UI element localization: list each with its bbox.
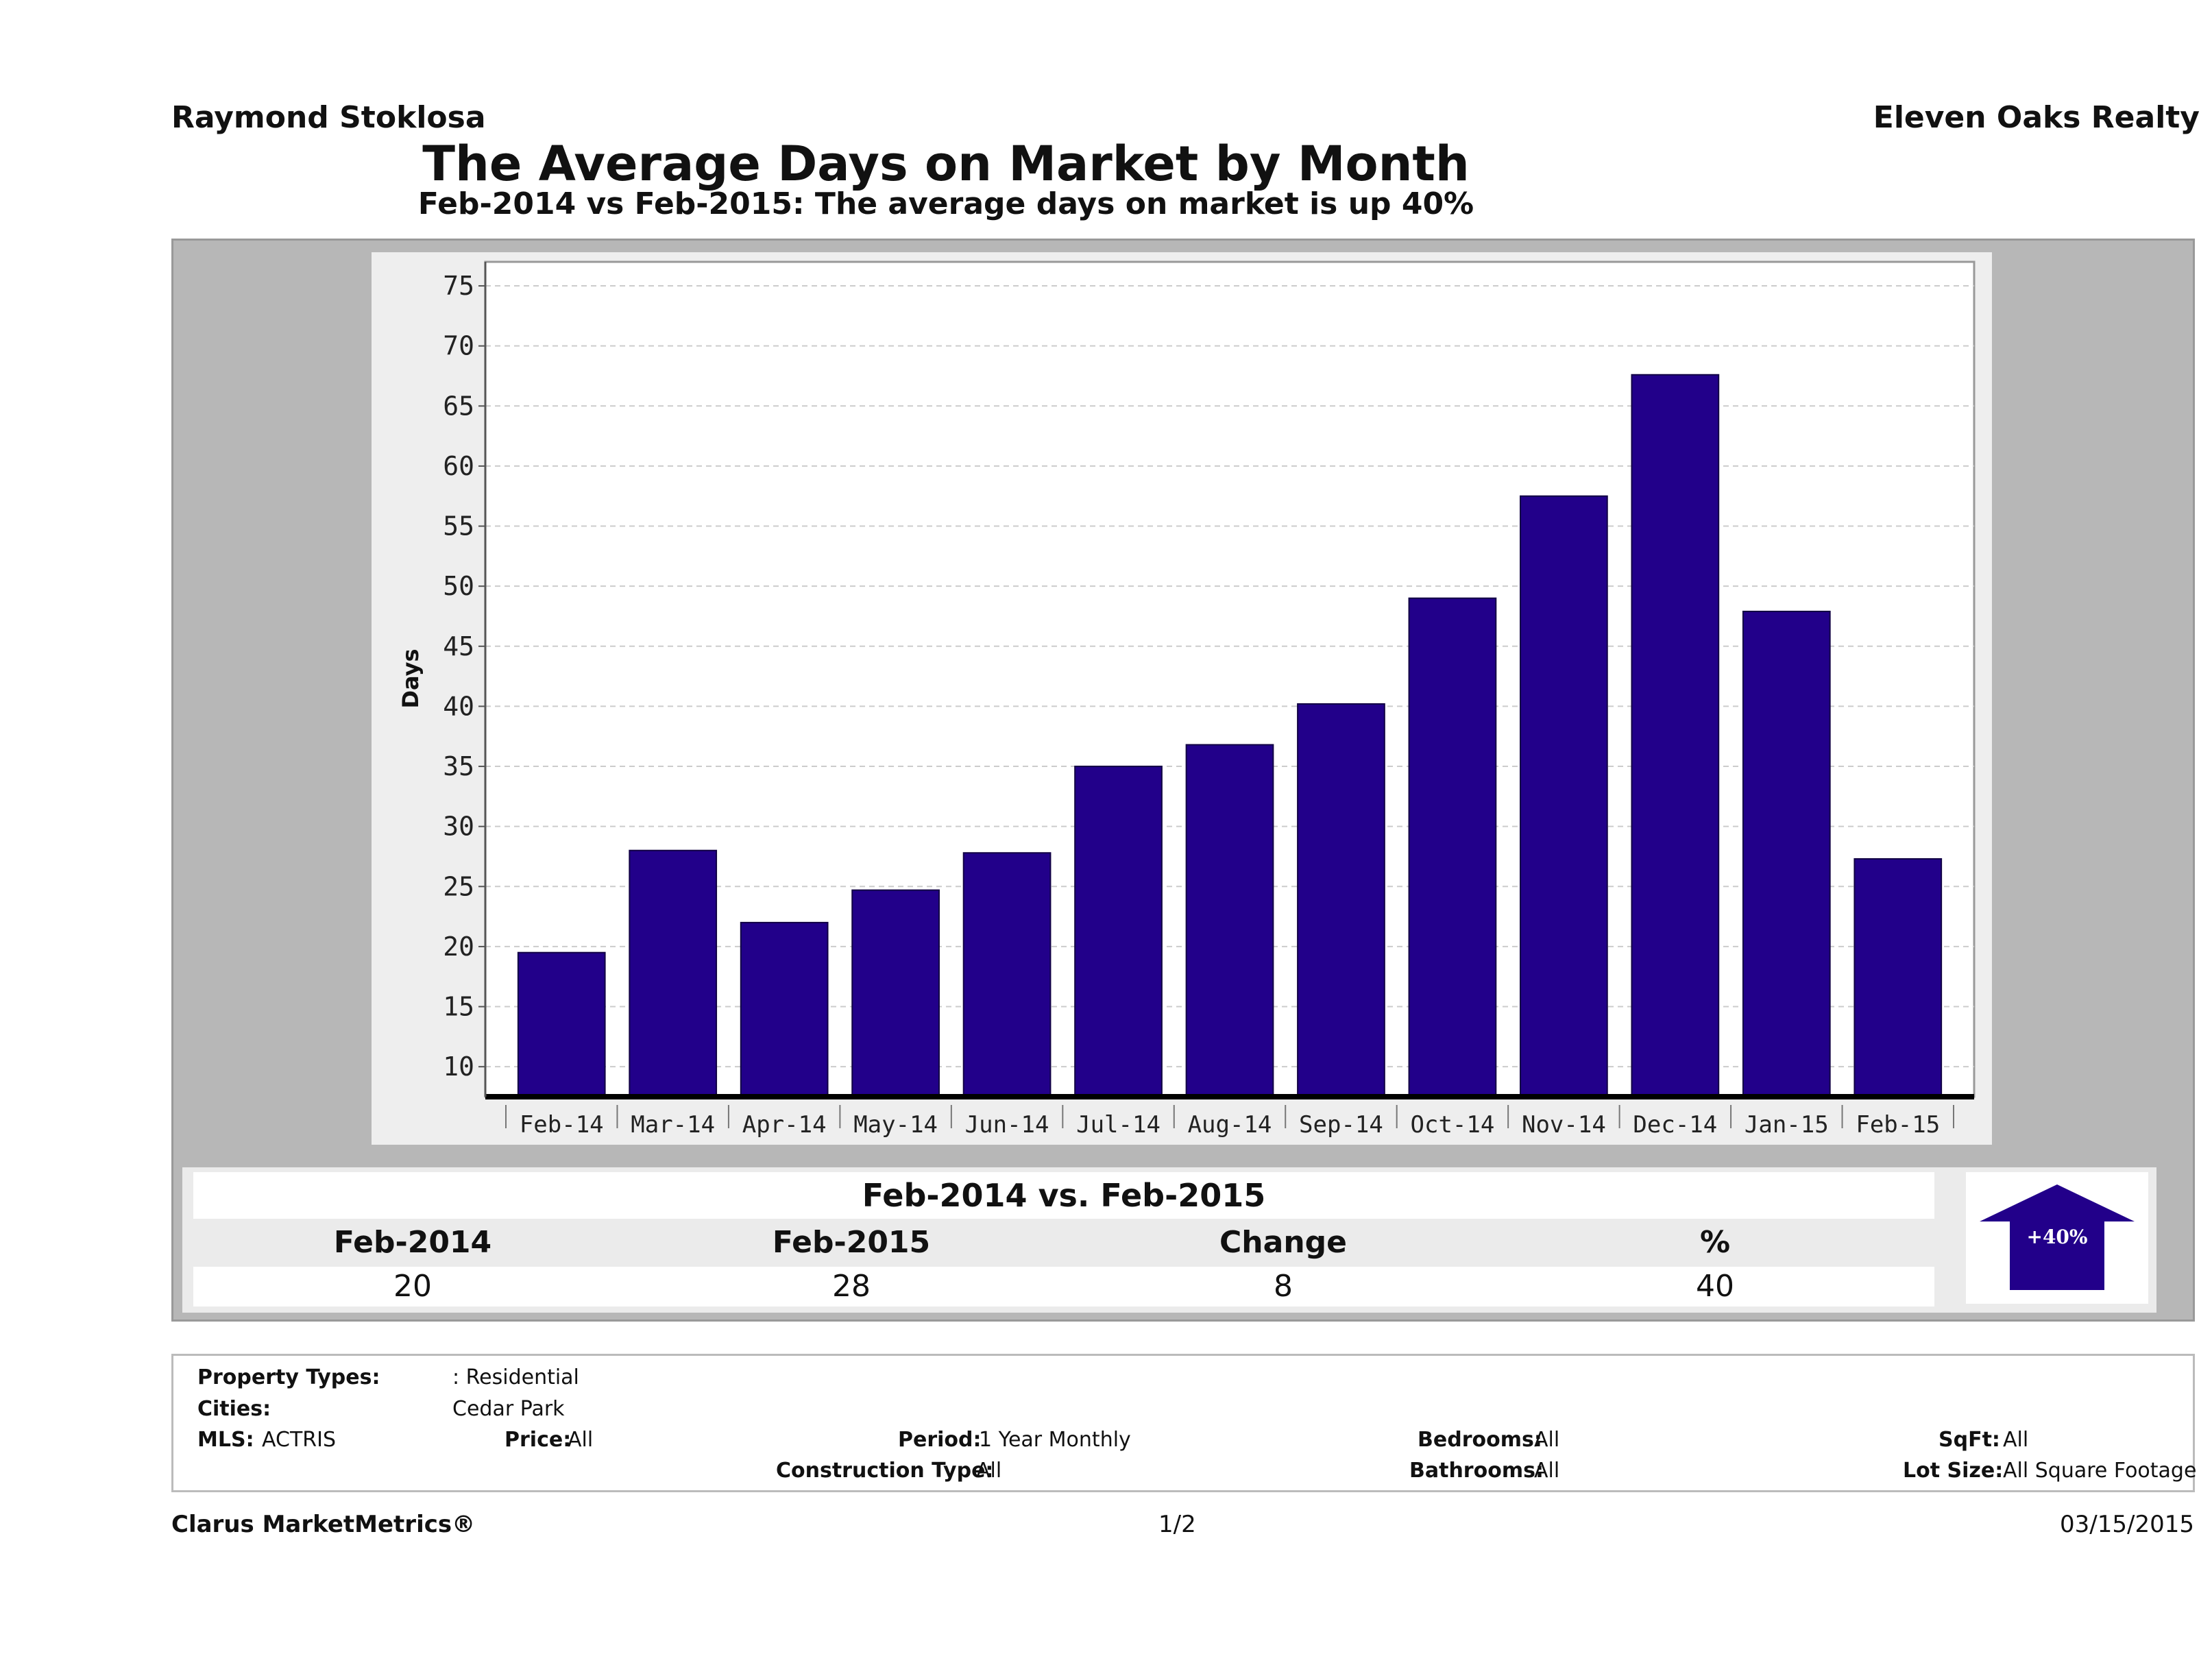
summary-header-percent: % <box>1699 1225 1731 1260</box>
bar-nov-14 <box>1520 495 1608 1097</box>
cities-label: Cities: <box>197 1397 271 1421</box>
y-tick-label: 45 <box>443 631 474 661</box>
summary-values-row <box>193 1267 1934 1306</box>
bar-feb-15 <box>1854 858 1943 1098</box>
x-tick-label: Nov-14 <box>1522 1111 1606 1139</box>
y-tick-label: 60 <box>443 451 474 481</box>
change-badge: +40% <box>1966 1172 2148 1304</box>
bar-jun-14 <box>962 852 1052 1098</box>
summary-value-percent: 40 <box>1696 1269 1734 1304</box>
lot-size-label: Lot Size: <box>1903 1459 2004 1483</box>
criteria-box <box>171 1354 2195 1492</box>
y-tick-label: 70 <box>443 331 474 361</box>
construction-type-label: Construction Type: <box>776 1459 994 1483</box>
page-subtitle: Feb-2014 vs Feb-2015: The average days o… <box>417 186 1474 221</box>
x-tick-label: Mar-14 <box>631 1111 715 1139</box>
price-label: Price: <box>505 1428 572 1452</box>
page-title: The Average Days on Market by Month <box>422 136 1470 192</box>
up-arrow-icon: +40% <box>1980 1184 2135 1290</box>
bar-jan-15 <box>1742 610 1831 1097</box>
bar-aug-14 <box>1185 744 1274 1097</box>
y-tick-label: 25 <box>443 871 474 901</box>
bathrooms-label: Bathrooms: <box>1409 1459 1544 1483</box>
bar-oct-14 <box>1408 597 1497 1097</box>
mls-label: MLS: <box>197 1428 254 1452</box>
summary-header-change: Change <box>1219 1225 1347 1260</box>
summary-title: Feb-2014 vs. Feb-2015 <box>193 1172 1934 1219</box>
x-tick-label: Jun-14 <box>965 1111 1049 1139</box>
property-types-label: Property Types: <box>197 1365 380 1389</box>
x-tick-label: Jan-15 <box>1745 1111 1829 1139</box>
y-tick-label: 15 <box>443 992 474 1022</box>
y-tick-label: 75 <box>443 271 474 301</box>
page-number: 1/2 <box>1158 1511 1196 1538</box>
construction-type-value: All <box>976 1459 1002 1483</box>
bedrooms-label: Bedrooms: <box>1418 1428 1542 1452</box>
lot-size-value: All Square Footage <box>2003 1459 2197 1483</box>
y-tick-label: 20 <box>443 932 474 962</box>
y-tick-label: 55 <box>443 511 474 542</box>
x-tick-label: Apr-14 <box>742 1111 827 1139</box>
summary-header-feb-2015: Feb-2015 <box>772 1225 931 1260</box>
cities-value: Cedar Park <box>452 1397 565 1421</box>
sqft-value: All <box>2003 1428 2029 1452</box>
summary-value-feb-2015: 28 <box>832 1269 871 1304</box>
y-tick-label: 40 <box>443 691 474 721</box>
agent-name: Raymond Stoklosa <box>171 100 486 135</box>
bar-jul-14 <box>1074 766 1163 1097</box>
brokerage-name: Eleven Oaks Realty <box>1873 100 2200 135</box>
summary-header-feb-2014: Feb-2014 <box>333 1225 492 1260</box>
bedrooms-value: All <box>1534 1428 1560 1452</box>
bar-mar-14 <box>629 849 718 1097</box>
x-tick-label: Sep-14 <box>1299 1111 1383 1139</box>
summary-value-change: 8 <box>1274 1269 1293 1304</box>
bar-chart: 10 15 20 25 30 35 40 45 50 55 60 65 70 75 Feb-14 Mar-14… <box>398 260 1976 1139</box>
bar-dec-14 <box>1631 374 1720 1097</box>
x-tick-label: Feb-15 <box>1856 1111 1940 1139</box>
bar-sep-14 <box>1297 703 1385 1097</box>
property-types-value: : Residential <box>452 1365 579 1389</box>
y-tick-label: 10 <box>443 1051 474 1082</box>
sqft-label: SqFt: <box>1938 1428 2000 1452</box>
x-tick-label: Feb-14 <box>520 1111 604 1139</box>
y-tick-label: 35 <box>443 751 474 781</box>
period-label: Period: <box>898 1428 982 1452</box>
bar-feb-14 <box>517 951 606 1098</box>
x-tick-label: Aug-14 <box>1188 1111 1272 1139</box>
mls-value: ACTRIS <box>262 1428 337 1452</box>
y-tick-label: 65 <box>443 391 474 421</box>
y-axis-label: Days <box>398 648 424 708</box>
change-badge-label: +40% <box>2026 1226 2087 1248</box>
y-tick-label: 30 <box>443 812 474 842</box>
period-value: 1 Year Monthly <box>979 1428 1131 1452</box>
x-tick-label: Jul-14 <box>1076 1111 1160 1139</box>
x-tick-label: Oct-14 <box>1411 1111 1495 1139</box>
report-date: 03/15/2015 <box>2060 1511 2194 1538</box>
bar-may-14 <box>851 889 940 1097</box>
footer-brand: Clarus MarketMetrics® <box>171 1511 476 1538</box>
price-value: All <box>568 1428 594 1452</box>
bar-apr-14 <box>740 921 829 1097</box>
bathrooms-value: All <box>1534 1459 1560 1483</box>
x-tick-label: Dec-14 <box>1633 1111 1717 1139</box>
y-tick-label: 50 <box>443 571 474 601</box>
x-tick-label: May-14 <box>853 1111 938 1139</box>
summary-value-feb-2014: 20 <box>393 1269 432 1304</box>
